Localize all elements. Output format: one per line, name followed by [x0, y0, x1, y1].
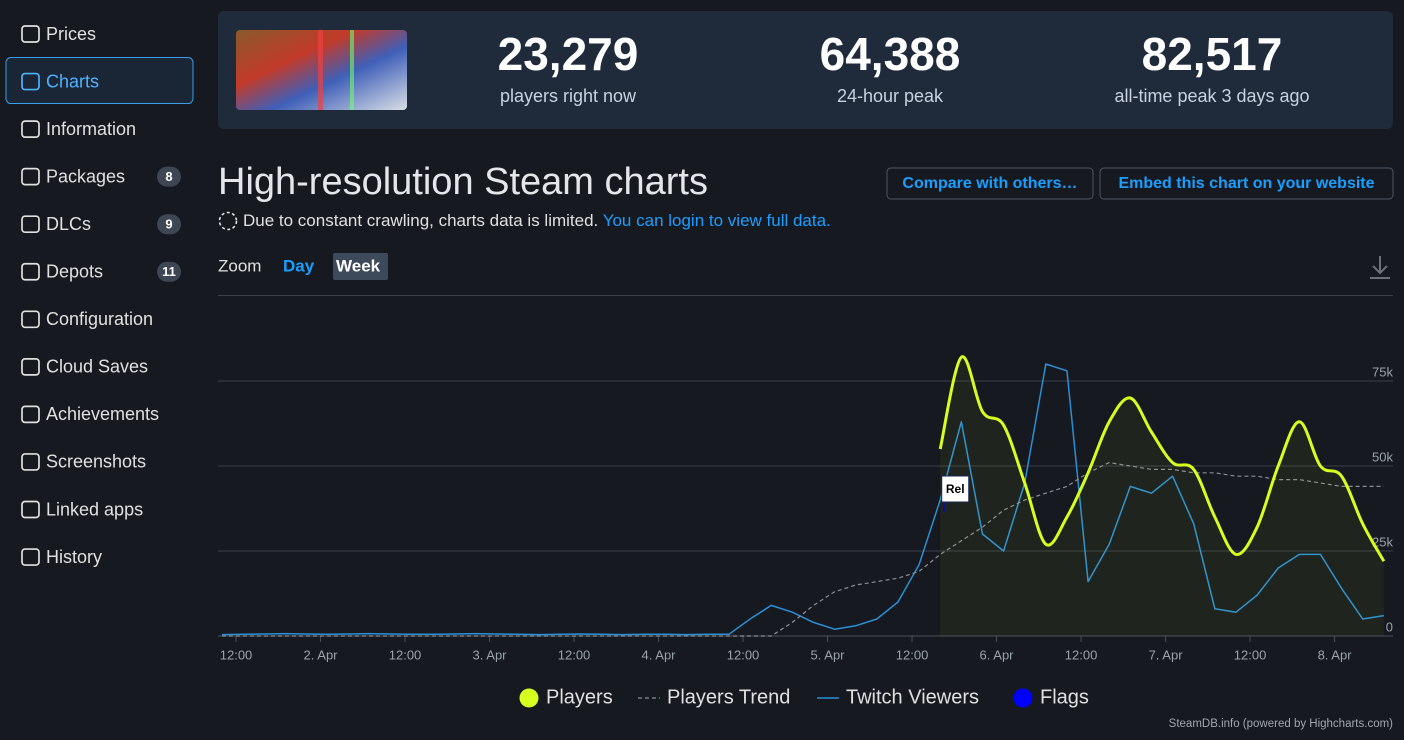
x-tick-label: 6. Apr [980, 647, 1015, 662]
stat-value: 23,279 [498, 28, 639, 80]
x-tick-label: 8. Apr [1318, 647, 1353, 662]
active-nav-box [5, 57, 194, 105]
header-button-label[interactable]: Compare with others… [902, 175, 1077, 192]
notice: Due to constant crawling, charts data is… [243, 211, 831, 230]
zoom-active-box [333, 253, 388, 280]
nav-badge [157, 166, 181, 187]
nav-icon [21, 405, 40, 424]
nav-label[interactable]: Screenshots [46, 452, 146, 472]
thumbnail-detail [318, 30, 323, 110]
stat-value: 82,517 [1142, 28, 1283, 80]
legend-label[interactable]: Twitch Viewers [846, 686, 979, 708]
notice-icon [218, 211, 238, 231]
stat-label: 24-hour peak [837, 86, 944, 106]
nav-label[interactable]: Achievements [46, 404, 159, 424]
legend-label[interactable]: Flags [1040, 686, 1089, 708]
x-tick-label: 12:00 [1065, 647, 1098, 662]
nav-label[interactable]: Linked apps [46, 499, 143, 519]
nav-icon [21, 500, 40, 519]
download-icon-arrow [1372, 265, 1388, 275]
nav-icon [21, 120, 40, 138]
header-button-label[interactable]: Embed this chart on your website [1118, 175, 1374, 192]
stat-value: 64,388 [820, 28, 961, 80]
x-tick-label: 4. Apr [642, 647, 677, 662]
nav-icon [21, 310, 40, 329]
x-tick-label: 12:00 [558, 647, 591, 662]
nav-badge-count: 11 [162, 264, 176, 279]
nav-badge-count: 8 [165, 169, 172, 184]
stats-panel [218, 11, 1393, 129]
y-tick-label: 25k [1372, 534, 1393, 549]
nav-label[interactable]: Charts [46, 71, 99, 91]
zoom-label: Zoom [218, 256, 261, 275]
x-tick-label: 12:00 [727, 647, 760, 662]
zoom-option[interactable]: Week [336, 256, 381, 275]
chart-credits[interactable]: SteamDB.info (powered by Highcharts.com) [1169, 718, 1394, 730]
nav-label[interactable]: Packages [46, 166, 125, 186]
series-line [221, 462, 1384, 637]
zoom-option[interactable]: Day [283, 256, 315, 275]
nav-badge [157, 261, 181, 282]
x-tick-label: 7. Apr [1149, 647, 1184, 662]
x-tick-label: 12:00 [389, 647, 422, 662]
nav-label[interactable]: Prices [46, 24, 96, 44]
login-link[interactable]: You can login to view full data. [603, 211, 831, 230]
nav-icon [21, 358, 40, 376]
nav-label[interactable]: Information [46, 119, 136, 139]
x-tick-label: 3. Apr [473, 647, 508, 662]
legend-symbol [519, 688, 539, 708]
nav-label[interactable]: Depots [46, 262, 103, 282]
series-area [940, 356, 1384, 636]
nav-icon [21, 453, 40, 471]
thumbnail-detail [350, 30, 354, 110]
x-tick-label: 12:00 [220, 647, 253, 662]
nav-badge-count: 9 [165, 217, 172, 232]
x-tick-label: 12:00 [1234, 647, 1267, 662]
legend-label[interactable]: Players Trend [667, 686, 790, 708]
nav-label[interactable]: Cloud Saves [46, 357, 148, 377]
stat-label: players right now [500, 86, 637, 106]
page-title: High-resolution Steam charts [218, 161, 708, 203]
x-tick-label: 5. Apr [811, 647, 846, 662]
notice-text: Due to constant crawling, charts data is… [243, 211, 598, 230]
nav-label[interactable]: DLCs [46, 214, 91, 234]
x-tick-label: 2. Apr [304, 647, 339, 662]
series-line [938, 355, 1386, 562]
header-button[interactable] [1099, 167, 1394, 200]
nav-label[interactable]: History [46, 547, 102, 567]
nav-icon [21, 215, 40, 234]
legend-label[interactable]: Players [546, 686, 613, 708]
y-tick-label: 75k [1372, 364, 1393, 379]
download-icon[interactable] [1370, 256, 1390, 279]
flag[interactable] [941, 475, 970, 503]
y-tick-label: 0 [1386, 619, 1393, 634]
nav-badge [157, 214, 181, 235]
flag-title: Rel [946, 482, 965, 496]
legend-symbol [1013, 688, 1033, 708]
nav-icon [21, 25, 40, 43]
nav-icon [21, 262, 40, 281]
series-line [221, 363, 1384, 636]
header-button[interactable] [886, 167, 1094, 200]
nav-icon [21, 167, 40, 186]
stat-label: all-time peak 3 days ago [1114, 86, 1309, 106]
y-tick-label: 50k [1372, 449, 1393, 464]
nav-icon [21, 548, 40, 566]
x-tick-label: 12:00 [896, 647, 929, 662]
nav-label[interactable]: Configuration [46, 309, 153, 329]
nav-icon [21, 72, 40, 91]
